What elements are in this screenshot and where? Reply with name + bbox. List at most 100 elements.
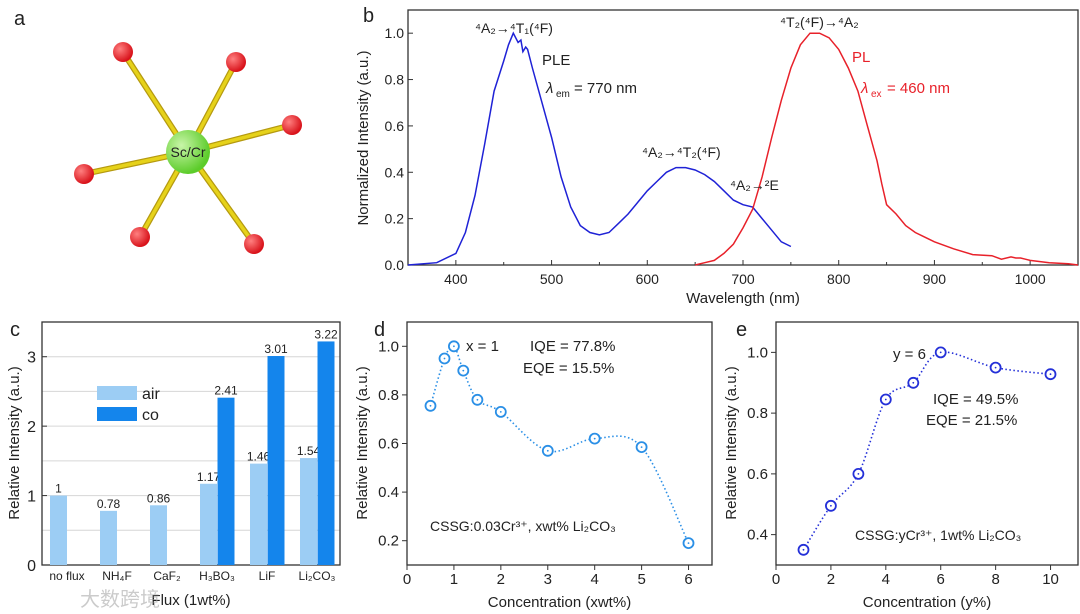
- b-lambda-ex-value: = 460 nm: [887, 80, 950, 97]
- watermark: 大数跨境: [80, 588, 160, 611]
- b-series-pl: [694, 32, 1079, 266]
- e-data-point-center: [802, 548, 805, 551]
- b-xtick-label: 800: [827, 271, 851, 287]
- d-data-point-center: [640, 446, 643, 448]
- e-annotation-formula: CSSG:yCr³⁺, 1wt% Li₂CO₃: [855, 527, 1021, 543]
- c-bar-air: [50, 495, 67, 565]
- c-bar-air: [150, 505, 167, 565]
- panel-label-c: c: [10, 319, 20, 341]
- b-annotation-ple-peak: ⁴A₂→⁴T₁(⁴F): [475, 20, 553, 36]
- d-ytick-label: 0.2: [378, 533, 399, 550]
- b-xtick-label: 600: [636, 271, 660, 287]
- b-lambda-em: λ: [545, 80, 553, 97]
- panel-label-d: d: [374, 319, 385, 341]
- c-xtick-label: H₃BO₃: [199, 569, 235, 583]
- d-xtick-label: 4: [591, 571, 599, 588]
- d-data-point-center: [593, 437, 596, 440]
- c-ytick-label: 1: [27, 489, 36, 506]
- b-lambda-ex: λ: [860, 80, 868, 97]
- c-xlabel: Flux (1wt%): [151, 592, 230, 609]
- c-axes-frame: [41, 321, 341, 566]
- e-annotation-iqe: IQE = 49.5%: [933, 391, 1018, 408]
- c-ytick-label: 0: [27, 558, 36, 575]
- d-xtick-label: 5: [637, 571, 645, 588]
- c-xtick-label: LiF: [259, 569, 276, 583]
- d-xlabel: Concentration (xwt%): [488, 594, 631, 611]
- d-xtick-label: 6: [684, 571, 692, 588]
- e-ytick-label: 1.0: [747, 344, 768, 361]
- b-ytick-label: 0.4: [385, 164, 405, 180]
- d-xtick-label: 3: [544, 571, 552, 588]
- e-ylabel: Relative Intensity (a.u.): [723, 366, 740, 519]
- c-bar-label: 1: [55, 482, 62, 496]
- d-ylabel: Relative Intensity (a.u.): [354, 366, 371, 519]
- c-legend-label-co: co: [142, 407, 159, 424]
- c-legend-swatch-air: [97, 386, 137, 400]
- e-fit-line: [802, 351, 1051, 551]
- d-data-point-center: [462, 369, 465, 372]
- panel-a-structure: [74, 42, 302, 254]
- e-xtick-label: 0: [772, 571, 780, 588]
- c-bar-label: 1.54: [297, 444, 321, 458]
- e-xtick-label: 8: [991, 571, 999, 588]
- e-ytick-label: 0.8: [747, 405, 768, 422]
- center-atom-label: Sc/Cr: [171, 144, 206, 160]
- d-data-point-center: [429, 404, 432, 407]
- e-xtick-label: 10: [1042, 571, 1059, 588]
- c-bar-label: 0.78: [97, 497, 121, 511]
- c-xtick-label: NH₄F: [102, 569, 132, 583]
- b-ylabel: Normalized Intensity (a.u.): [355, 50, 372, 225]
- c-bar-air: [300, 458, 317, 565]
- b-lambda-em-sub: em: [556, 89, 570, 100]
- b-xtick-label: 1000: [1015, 271, 1046, 287]
- e-annotation-optimum: y = 6: [893, 346, 926, 363]
- e-xtick-label: 2: [827, 571, 835, 588]
- c-ytick-label: 2: [27, 419, 36, 436]
- c-ytick-label: 3: [27, 350, 36, 367]
- ligand-atom: [74, 164, 94, 184]
- e-data-point-center: [830, 504, 832, 507]
- d-annotation-formula: CSSG:0.03Cr³⁺, xwt% Li₂CO₃: [430, 518, 616, 534]
- b-ytick-label: 0.6: [385, 118, 405, 134]
- e-xtick-label: 4: [882, 571, 890, 588]
- c-bar-label: 2.41: [214, 384, 238, 398]
- c-bar-air: [200, 483, 217, 565]
- c-xtick-label: CaF₂: [153, 569, 181, 583]
- c-xtick-label: Li₂CO₃: [299, 569, 336, 583]
- b-ytick-label: 0.8: [385, 72, 405, 88]
- d-annotation-iqe: IQE = 77.8%: [530, 338, 615, 355]
- center-atom: [166, 130, 210, 174]
- panel-label-e: e: [736, 319, 747, 341]
- c-bar-air: [100, 510, 117, 565]
- c-bar-label: 0.86: [147, 491, 171, 505]
- ligand-atom: [113, 42, 133, 62]
- d-data-point-center: [453, 345, 455, 348]
- c-bar-label: 1.46: [247, 450, 271, 464]
- b-xlabel: Wavelength (nm): [686, 290, 800, 307]
- ligand-atom: [130, 227, 150, 247]
- b-xtick-label: 400: [444, 271, 468, 287]
- b-annotation-pl-peak: ⁴T₂(⁴F)→⁴A₂: [780, 14, 859, 30]
- c-bar-label: 3.22: [314, 327, 338, 341]
- c-legend-swatch-co: [97, 407, 137, 421]
- e-data-point-center: [912, 381, 915, 384]
- d-data-point-center: [546, 449, 549, 452]
- c-bar-label: 1.17: [197, 470, 221, 484]
- c-bar-co: [217, 397, 235, 565]
- b-xtick-label: 500: [540, 271, 564, 287]
- d-fit-line: [429, 345, 690, 544]
- c-bar-co: [317, 341, 335, 565]
- c-legend-label-air: air: [142, 386, 160, 403]
- b-annotation-ple-e: ⁴A₂→²E: [730, 177, 779, 193]
- d-xtick-label: 1: [450, 571, 458, 588]
- b-xtick-label: 900: [923, 271, 947, 287]
- b-ytick-label: 0.0: [385, 257, 405, 273]
- e-data-point-center: [884, 398, 887, 401]
- c-xtick-label: no flux: [49, 569, 84, 583]
- e-annotation-eqe: EQE = 21.5%: [926, 412, 1017, 429]
- panel-label-a: a: [14, 8, 26, 30]
- b-annotation-ple-mid: ⁴A₂→⁴T₂(⁴F): [642, 144, 721, 160]
- b-lambda-em-value: = 770 nm: [574, 80, 637, 97]
- b-label-pl: PL: [852, 49, 870, 66]
- d-data-point-center: [476, 398, 479, 401]
